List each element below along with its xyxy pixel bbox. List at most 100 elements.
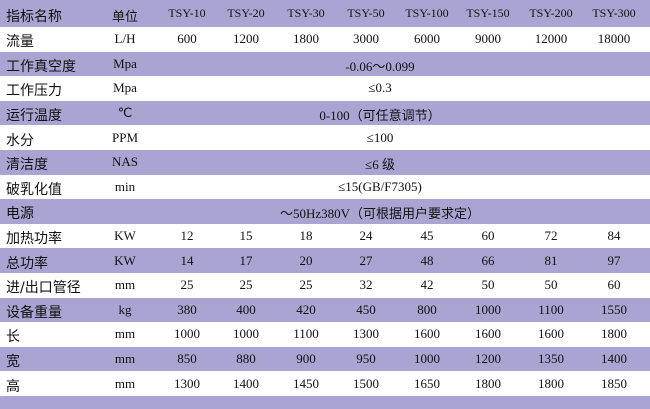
table-row: 破乳化值 min ≤15(GB/F7305): [0, 175, 650, 200]
table-row: 流量 L/H 600 1200 1800 3000 6000 9000 12000 18000: [0, 27, 650, 52]
row-value: 20: [299, 252, 313, 268]
row-value: 600: [177, 31, 197, 47]
header-model: TSY-20: [227, 5, 265, 20]
row-unit: kg: [118, 301, 132, 317]
row-unit: L/H: [114, 31, 136, 47]
row-value: 1300: [353, 326, 379, 342]
row-label: 总功率: [6, 255, 48, 272]
row-merged-value: ～50Hz380V（可根据用户要求定）: [279, 206, 481, 222]
row-value: 800: [417, 301, 437, 317]
table-row: 工作压力 Mpa ≤0.3: [0, 76, 650, 101]
table-row: 工作真空度 Mpa -0.06～0.099: [0, 51, 650, 77]
row-value: 60: [481, 228, 495, 244]
row-label: 设备重量: [6, 304, 62, 321]
row-value: 880: [236, 351, 256, 367]
row-value: 18: [299, 228, 313, 244]
table-row: 运行温度 ℃ 0-100（可任意调节）: [0, 100, 650, 126]
row-unit: NAS: [111, 154, 139, 170]
header-model: TSY-100: [405, 5, 449, 20]
row-value: 1600: [538, 326, 564, 342]
row-value: 72: [544, 228, 558, 244]
row-value: 420: [296, 301, 316, 317]
row-value: 1450: [293, 375, 319, 391]
row-value: 1300: [174, 375, 200, 391]
table-row: 设备重量 kg 380 400 420 450 800 1000 1100 1550: [0, 297, 650, 323]
header-unit: 单位: [111, 9, 139, 25]
row-unit: min: [114, 178, 136, 194]
table-row: 进/出口管径 mm 25 25 25 32 42 50 50 60: [0, 273, 650, 298]
header-model: TSY-200: [529, 5, 573, 20]
row-label: 高: [6, 378, 20, 395]
row-value: 24: [359, 228, 373, 244]
row-value: 6000: [414, 31, 440, 47]
row-value: 45: [420, 228, 434, 244]
row-value: 1400: [233, 375, 259, 391]
row-unit: ℃: [117, 105, 133, 121]
header-model: TSY-10: [168, 5, 206, 20]
row-value: 9000: [475, 31, 501, 47]
row-value: 1000: [174, 326, 200, 342]
row-label: 运行温度: [6, 108, 62, 125]
row-unit: KW: [114, 252, 136, 268]
row-value: 27: [359, 252, 373, 268]
row-value: 25: [239, 277, 253, 293]
row-value: 18000: [597, 31, 631, 47]
row-unit: mm: [114, 277, 136, 293]
row-value: 32: [359, 277, 373, 293]
row-label: 清洁度: [6, 157, 48, 174]
row-value: 1600: [475, 326, 501, 342]
row-value: 1000: [233, 326, 259, 342]
row-value: 42: [420, 277, 434, 293]
row-band: [0, 396, 650, 409]
row-merged-value: ≤100: [366, 129, 394, 145]
table-row: 清洁度 NAS ≤6 级: [0, 150, 650, 175]
header-model: TSY-300: [592, 5, 636, 20]
row-merged-value: ≤6 级: [365, 157, 395, 173]
row-value: 1500: [353, 375, 379, 391]
row-label: 宽: [6, 354, 20, 371]
row-value: 450: [356, 301, 376, 317]
row-value: 950: [356, 351, 376, 367]
row-value: 84: [607, 228, 621, 244]
row-value: 1350: [538, 351, 564, 367]
table-row: 长 mm 1000 1000 1100 1300 1600 1600 1600 1800: [0, 322, 650, 347]
row-value: 60: [607, 277, 621, 293]
row-value: 1000: [414, 351, 440, 367]
row-value: 15: [239, 228, 253, 244]
table-row: 宽 mm 850 880 900 950 1000 1200 1350 1400: [0, 346, 650, 372]
row-value: 81: [544, 252, 558, 268]
row-value: 1400: [601, 351, 627, 367]
row-value: 1550: [601, 301, 627, 317]
row-value: 1100: [538, 301, 564, 317]
row-value: 17: [239, 252, 253, 268]
row-value: 50: [481, 277, 495, 293]
row-value: 900: [296, 351, 316, 367]
row-label: 工作压力: [6, 83, 62, 100]
row-label: 流量: [6, 34, 34, 51]
row-label: 工作真空度: [6, 58, 76, 75]
row-unit: Mpa: [113, 55, 137, 71]
row-value: 1800: [293, 31, 319, 47]
row-value: 66: [481, 252, 495, 268]
row-unit: mm: [114, 351, 136, 367]
row-label: 破乳化值: [6, 181, 62, 198]
row-value: 1000: [475, 301, 501, 317]
row-label: 长: [6, 329, 20, 346]
row-value: 1100: [293, 326, 319, 342]
row-label: 水分: [6, 132, 34, 149]
row-merged-value: -0.06～0.099: [345, 58, 415, 74]
row-value: 12000: [534, 31, 568, 47]
header-model: TSY-150: [466, 5, 510, 20]
row-value: 1800: [538, 375, 564, 391]
row-value: 400: [236, 301, 256, 317]
row-value: 850: [177, 351, 197, 367]
row-value: 1650: [414, 375, 440, 391]
row-value: 25: [299, 277, 313, 293]
row-merged-value: 0-100（可任意调节）: [319, 108, 441, 124]
row-value: 1800: [601, 326, 627, 342]
row-unit: Mpa: [113, 80, 137, 96]
row-unit: mm: [114, 375, 136, 391]
row-value: 1600: [414, 326, 440, 342]
row-value: 3000: [353, 31, 379, 47]
